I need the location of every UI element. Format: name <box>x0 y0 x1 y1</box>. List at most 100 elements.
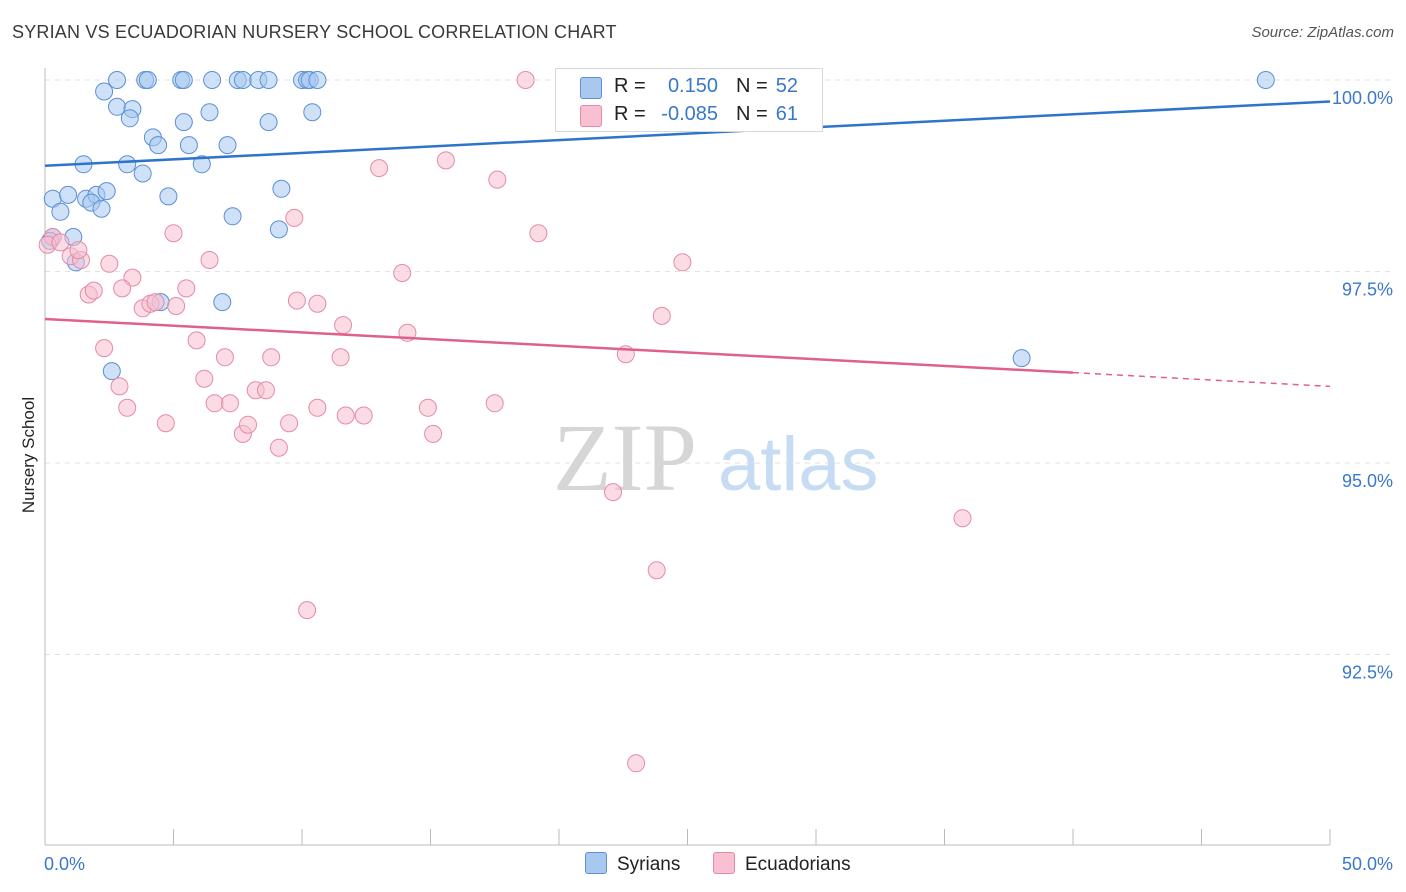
y-tick-label: 97.5% <box>1342 280 1393 300</box>
syrian-point <box>1012 349 1031 368</box>
syrian-point <box>259 71 278 89</box>
legend-label-syrians: Syrians <box>617 854 681 875</box>
syrian-trend-line <box>44 100 1331 168</box>
ecuadorian-point <box>308 294 327 313</box>
x-tick-label: 0.0% <box>44 854 85 874</box>
ecuadorian-point <box>195 369 214 388</box>
ecuadorian-point <box>308 398 327 417</box>
source-label: Source: ZipAtlas.com <box>1251 24 1394 41</box>
ecuadorian-point <box>113 279 132 298</box>
ecuadorian-point <box>257 381 275 400</box>
legend-r-label: R = <box>614 103 646 125</box>
legend-n-label: N = <box>736 75 768 97</box>
legend-n-label: N = <box>736 103 768 125</box>
syrian-point <box>272 179 291 198</box>
ecuadorian-point <box>393 264 412 282</box>
watermark-zip: ZIP <box>553 404 697 511</box>
ecuadorian-point <box>298 601 317 620</box>
legend-r-value: -0.085 <box>661 103 718 125</box>
syrian-point <box>51 202 70 221</box>
ecuadorian-point <box>110 377 129 396</box>
ecuadorian-point <box>51 233 70 252</box>
syrian-point <box>174 71 193 89</box>
syrian-point <box>174 113 193 132</box>
ecuadorian-point <box>516 71 535 89</box>
ecuadorian-point <box>488 170 507 189</box>
syrian-point <box>259 113 278 132</box>
legend-item-syrians[interactable]: Syrians <box>585 852 680 876</box>
ecuadorian-point <box>262 348 281 367</box>
ecuadorian-point <box>187 331 206 350</box>
y-tick-label: 92.5% <box>1342 663 1393 683</box>
ecuadorian-point <box>673 253 692 272</box>
ecuadorian-point <box>331 348 350 367</box>
legend-swatch-syrians <box>585 852 607 874</box>
ecuadorian-point <box>334 316 353 335</box>
ecuadorian-point <box>221 394 239 413</box>
ecuadorian-point <box>156 414 175 433</box>
legend-n-value: 61 <box>775 103 798 125</box>
ecuadorian-point <box>336 406 355 425</box>
ecuadorian-point <box>118 398 137 417</box>
x-tick-label: 50.0% <box>1342 854 1393 874</box>
legend-label-ecuadorians: Ecuadorians <box>745 854 851 875</box>
ecuadorian-point <box>627 754 646 773</box>
ecuadorian-point <box>287 291 306 310</box>
syrian-point <box>120 109 139 128</box>
ecuadorian-point <box>285 208 304 227</box>
ecuadorian-point <box>418 398 437 417</box>
ecuadorian-point <box>953 509 972 528</box>
ecuadorian-point <box>100 254 119 273</box>
legend-r-label: R = <box>614 75 646 97</box>
ecuadorian-point <box>200 251 219 269</box>
syrian-point <box>223 207 242 226</box>
legend-n-value: 52 <box>775 75 798 97</box>
correlation-legend: R = 0.150 N = 52 R = -0.085 N = 61 <box>555 68 823 132</box>
legend-swatch-ecuadorians <box>713 852 735 874</box>
syrian-point <box>118 155 137 174</box>
ecuadorian-point <box>69 241 88 260</box>
syrian-point <box>149 136 168 155</box>
syrian-point <box>102 362 121 381</box>
ecuadorian-point <box>424 424 443 443</box>
syrian-point <box>269 220 288 239</box>
ecuadorian-point <box>167 297 186 315</box>
legend-item-ecuadorians[interactable]: Ecuadorians <box>713 852 851 876</box>
syrian-point <box>192 155 211 174</box>
ecuadorian-point <box>529 224 548 243</box>
syrian-point <box>159 187 178 206</box>
ecuadorian-trend-line <box>44 317 1074 374</box>
syrian-point <box>218 136 237 155</box>
syrian-point <box>308 71 327 89</box>
legend-row-syrians: R = 0.150 N = 52 <box>556 73 822 101</box>
ecuadorian-point <box>215 348 234 367</box>
syrian-point <box>200 103 219 122</box>
syrian-point <box>108 71 126 89</box>
y-tick-label: 95.0% <box>1342 471 1393 491</box>
ecuadorian-point <box>95 339 114 358</box>
ecuadorian-point <box>269 438 288 457</box>
syrian-point <box>95 82 114 101</box>
syrian-point <box>233 71 252 89</box>
y-axis-label: Nursery School <box>19 397 38 513</box>
syrian-point <box>97 182 116 201</box>
ecuadorian-point <box>164 224 183 243</box>
syrian-point <box>179 136 198 155</box>
legend-row-ecuadorians: R = -0.085 N = 61 <box>556 101 822 129</box>
chart-title: SYRIAN VS ECUADORIAN NURSERY SCHOOL CORR… <box>12 22 617 42</box>
ecuadorian-point <box>647 561 666 580</box>
watermark-atlas: atlas <box>718 422 879 507</box>
legend-r-value: 0.150 <box>667 75 718 97</box>
ecuadorian-point <box>239 415 257 434</box>
ecuadorian-point <box>280 414 299 433</box>
ecuadorian-point <box>485 394 504 413</box>
ecuadorian-point <box>177 279 196 298</box>
syrian-point <box>59 185 78 204</box>
syrian-point <box>303 103 322 122</box>
ecuadorian-point <box>604 483 622 502</box>
syrian-point <box>213 293 232 312</box>
legend-swatch-syrians <box>580 77 602 99</box>
ecuadorian-point <box>84 281 103 300</box>
ecuadorian-point <box>370 159 389 178</box>
